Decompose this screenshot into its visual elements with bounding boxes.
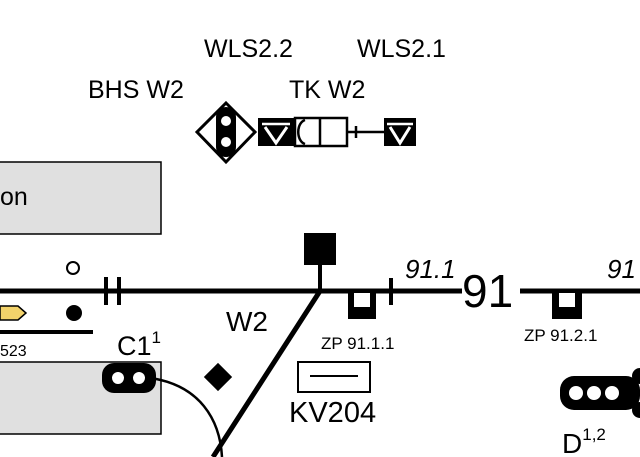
switch-w2-label: W2: [226, 306, 268, 337]
track-91-right-label: 91: [607, 254, 636, 284]
kv204-label: KV204: [289, 397, 376, 429]
switch-indicator-square: [304, 233, 336, 265]
platform-top: [0, 161, 162, 235]
switch-w2-branch: [210, 289, 323, 457]
bhs-w2-label: BHS W2: [88, 76, 184, 104]
yellow-marker-icon: [0, 305, 28, 321]
marker-open-circle: [66, 261, 80, 275]
track-91-label: 91: [462, 265, 513, 317]
wls22-label: WLS2.2: [204, 35, 293, 63]
signal-c1-label: C11: [117, 328, 161, 361]
zp-9121-label: ZP 91.2.1: [524, 326, 597, 345]
diamond-marker: [203, 362, 233, 392]
platform-label: on: [0, 183, 28, 211]
tk-w2-label: TK W2: [289, 76, 365, 104]
marker-filled-circle: [66, 305, 82, 321]
signal-d-label: D1,2: [562, 425, 606, 457]
zp-9111-label: ZP 91.1.1: [321, 334, 394, 353]
wls21-label: WLS2.1: [357, 35, 446, 63]
left-code-label: 523: [0, 343, 27, 360]
signal-c1-head: [102, 363, 156, 393]
track-91-1-label: 91.1: [405, 254, 456, 284]
curve-track: [149, 376, 224, 457]
